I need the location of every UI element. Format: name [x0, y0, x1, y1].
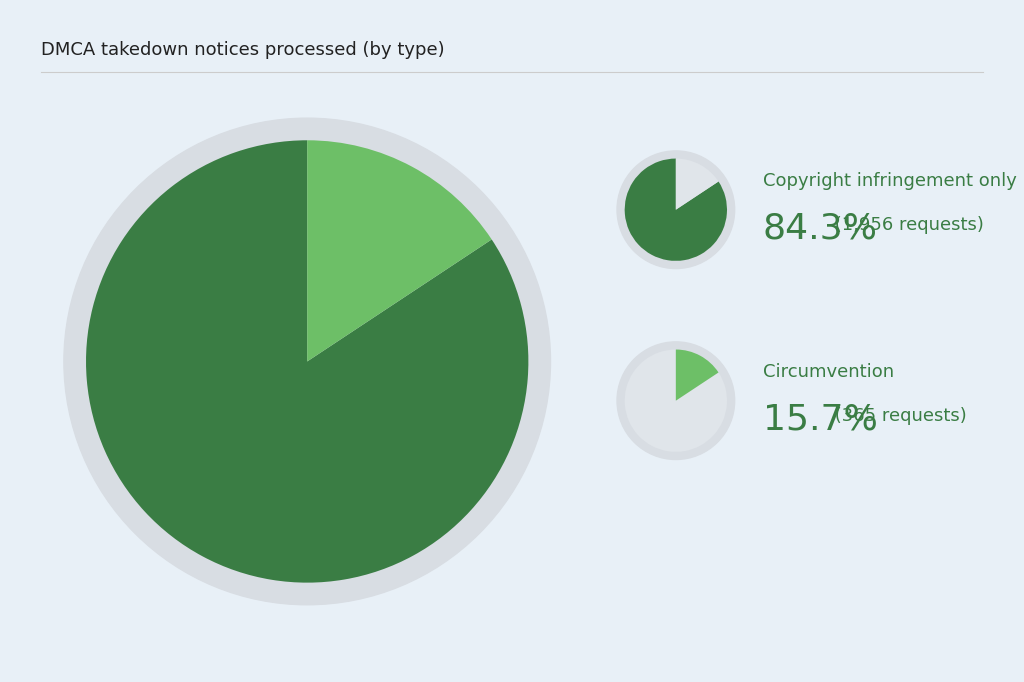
Circle shape	[617, 342, 734, 460]
Circle shape	[63, 118, 551, 605]
Wedge shape	[676, 159, 719, 210]
Wedge shape	[86, 140, 528, 582]
Text: 84.3%: 84.3%	[763, 211, 878, 246]
Text: 15.7%: 15.7%	[763, 402, 878, 436]
Text: Circumvention: Circumvention	[763, 363, 894, 381]
Circle shape	[617, 151, 734, 269]
Wedge shape	[307, 140, 492, 361]
Wedge shape	[625, 350, 727, 451]
Wedge shape	[625, 159, 727, 261]
Text: Copyright infringement only: Copyright infringement only	[763, 172, 1017, 190]
Text: DMCA takedown notices processed (by type): DMCA takedown notices processed (by type…	[41, 41, 444, 59]
Text: (365 requests): (365 requests)	[829, 407, 968, 425]
Wedge shape	[676, 350, 719, 401]
Text: (1,956 requests): (1,956 requests)	[829, 216, 984, 234]
